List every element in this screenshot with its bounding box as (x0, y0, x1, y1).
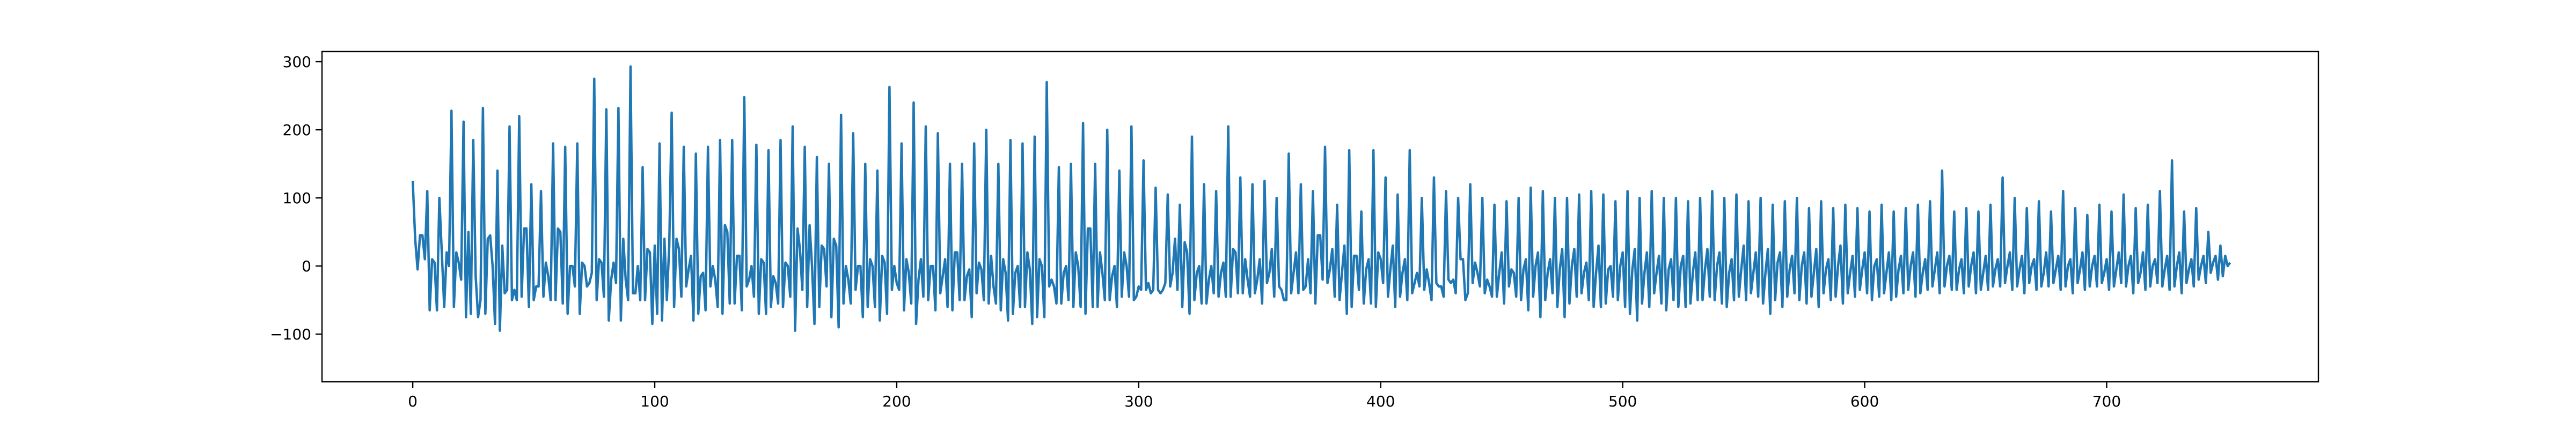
x-tick-label: 400 (1366, 393, 1395, 410)
series-layer (411, 65, 2231, 332)
y-tick-label: 0 (302, 257, 311, 275)
series-line-0 (411, 65, 2231, 332)
y-tick-label: 300 (283, 53, 311, 71)
x-tick-label: 500 (1608, 393, 1637, 410)
x-tick-label: 0 (408, 393, 418, 410)
y-tick-label: −100 (270, 326, 311, 343)
plot-frame (321, 50, 2319, 383)
x-tick-label: 300 (1124, 393, 1153, 410)
y-axis-ticks: −100 0 100 200 300 (270, 53, 322, 343)
y-tick-label: 100 (283, 189, 311, 207)
plot-background (322, 51, 2318, 382)
x-tick-label: 600 (1850, 393, 1879, 410)
x-axis-ticks: 0 100 200 300 400 500 600 700 (408, 382, 2121, 410)
y-tick-label: 200 (283, 121, 311, 139)
x-tick-label: 100 (640, 393, 669, 410)
x-tick-label: 700 (2092, 393, 2121, 410)
x-tick-label: 200 (882, 393, 911, 410)
